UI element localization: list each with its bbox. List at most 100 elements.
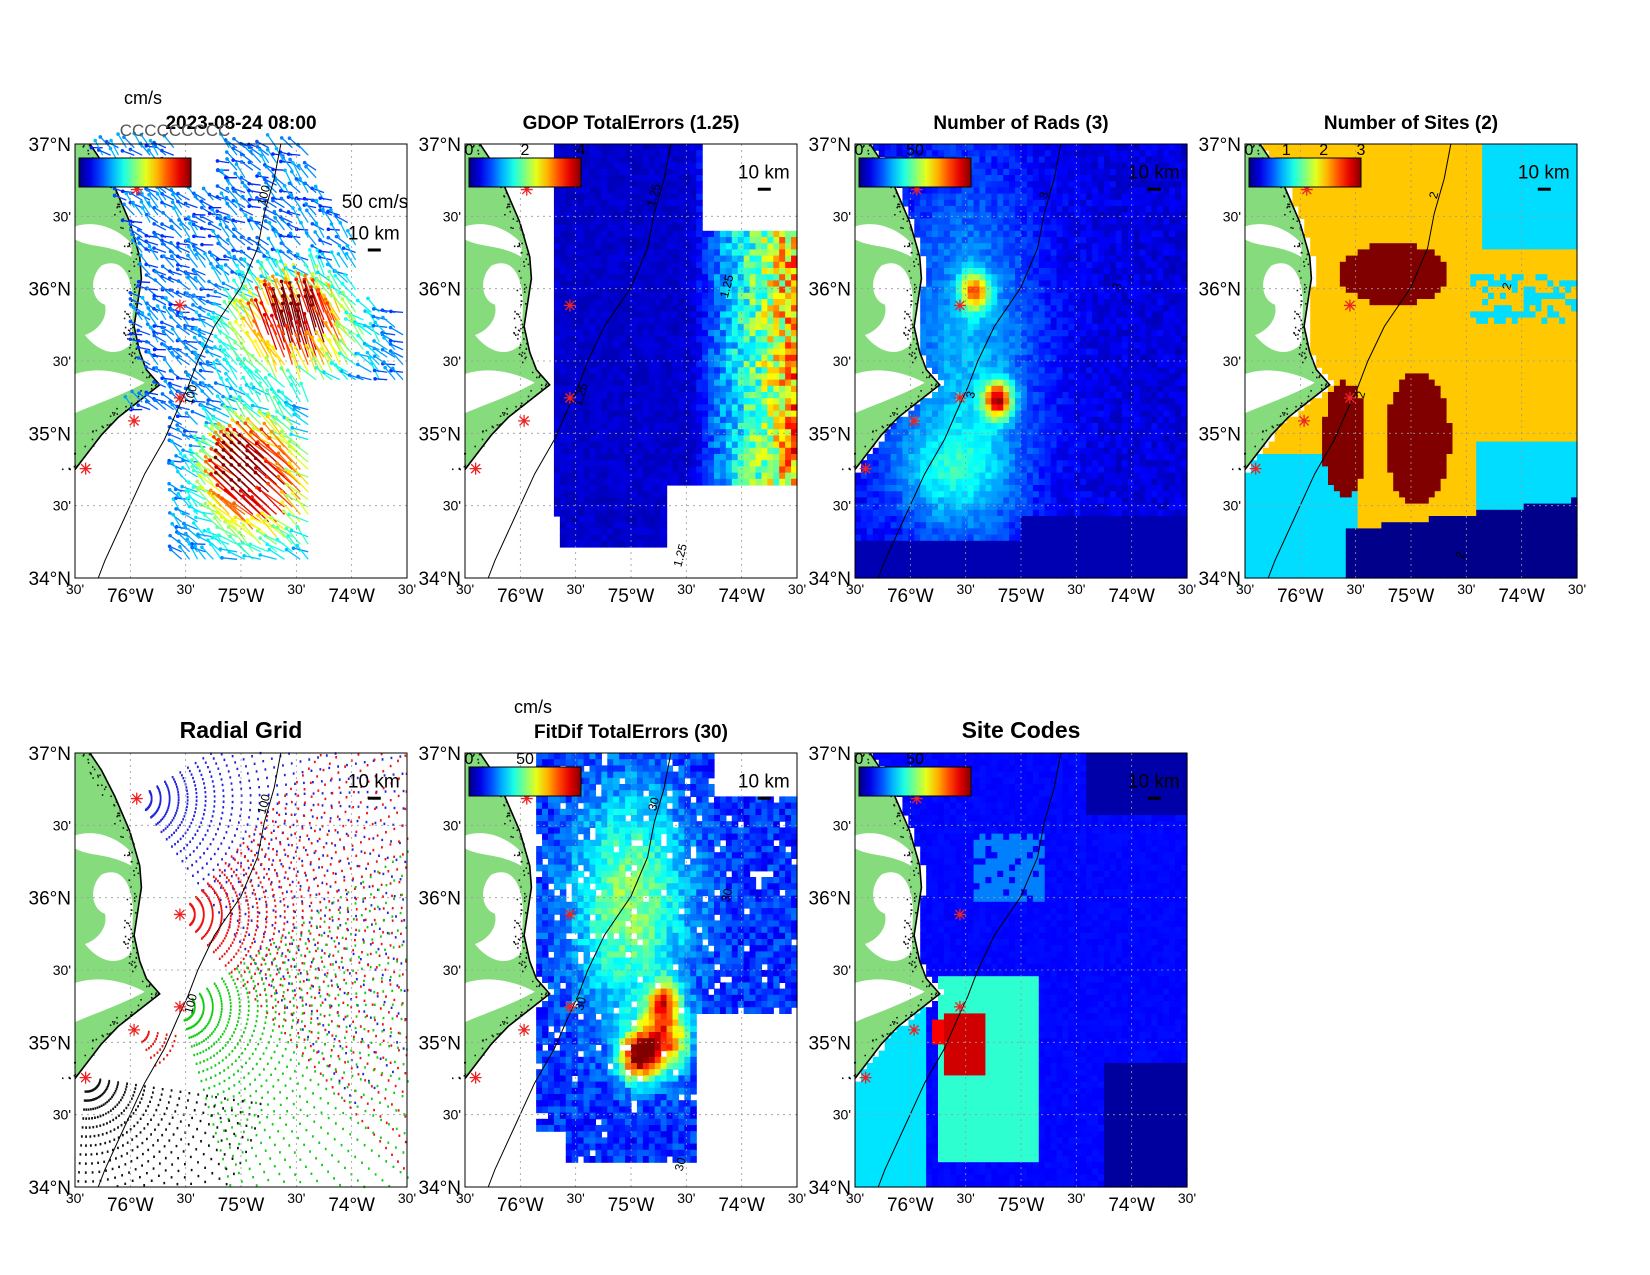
current-vector-head bbox=[365, 343, 369, 347]
field-cell bbox=[619, 447, 626, 455]
current-vector-head bbox=[147, 350, 151, 354]
current-vector bbox=[138, 357, 151, 366]
field-cell bbox=[565, 280, 573, 288]
field-cell bbox=[607, 379, 614, 387]
field-cell bbox=[938, 336, 945, 343]
field-cell bbox=[696, 447, 703, 455]
field-cell bbox=[708, 361, 715, 368]
current-vector-head bbox=[213, 381, 218, 385]
field-cell bbox=[595, 199, 602, 207]
field-cell bbox=[696, 249, 703, 257]
field-cell bbox=[619, 410, 626, 418]
field-cell bbox=[577, 224, 585, 232]
current-vector bbox=[145, 263, 159, 269]
field-cell bbox=[708, 261, 715, 269]
current-vector-head bbox=[262, 177, 267, 182]
field-cell bbox=[731, 392, 739, 399]
current-vector bbox=[296, 322, 309, 358]
field-cell bbox=[690, 199, 697, 207]
current-vector-head bbox=[186, 237, 191, 242]
field-cell bbox=[938, 317, 945, 325]
current-vector-head bbox=[265, 147, 270, 152]
current-vector bbox=[271, 325, 286, 358]
field-cell bbox=[767, 423, 774, 430]
current-vector bbox=[138, 392, 151, 403]
current-vector bbox=[292, 162, 301, 178]
field-cell bbox=[672, 206, 680, 213]
field-cell bbox=[755, 373, 763, 381]
field-cell bbox=[595, 249, 602, 257]
current-vector-head bbox=[160, 234, 164, 238]
field-cell bbox=[577, 410, 585, 418]
field-cell bbox=[589, 392, 597, 399]
field-cell bbox=[607, 466, 614, 474]
current-vector-head bbox=[263, 375, 268, 380]
current-vector-head bbox=[338, 290, 342, 295]
field-cell bbox=[749, 286, 757, 294]
current-vector-head bbox=[93, 138, 98, 143]
field-cell bbox=[595, 292, 602, 300]
field-cell bbox=[749, 292, 757, 300]
current-vector bbox=[264, 280, 278, 313]
field-cell bbox=[613, 367, 620, 374]
current-vector bbox=[270, 516, 293, 530]
current-vector bbox=[240, 490, 270, 515]
field-cell bbox=[708, 392, 715, 399]
current-vector bbox=[320, 197, 333, 201]
field-cell bbox=[737, 404, 745, 412]
field-cell bbox=[565, 144, 573, 151]
current-vector-head bbox=[190, 545, 194, 550]
field-cell bbox=[654, 354, 662, 362]
current-vector-head bbox=[175, 263, 180, 267]
field-cell bbox=[719, 354, 727, 362]
field-cell bbox=[866, 534, 874, 542]
current-vector-head bbox=[237, 463, 241, 467]
current-vector bbox=[216, 359, 230, 373]
field-cell bbox=[636, 199, 644, 207]
field-cell bbox=[779, 435, 786, 443]
current-vector bbox=[326, 353, 341, 373]
current-vector bbox=[193, 245, 206, 254]
current-vector-head bbox=[188, 443, 193, 448]
current-vector-head bbox=[203, 469, 208, 473]
field-cell bbox=[755, 441, 763, 449]
current-vector-head bbox=[276, 474, 281, 479]
current-vector-head bbox=[240, 292, 245, 297]
field-cell bbox=[737, 299, 745, 306]
field-cell bbox=[660, 497, 668, 505]
field-cell bbox=[932, 224, 939, 232]
field-cell bbox=[589, 441, 597, 449]
field-cell bbox=[678, 212, 685, 219]
field-cell bbox=[731, 249, 739, 257]
current-vector-head bbox=[160, 295, 165, 300]
field-cell bbox=[749, 472, 757, 480]
field-cell bbox=[636, 224, 644, 232]
field-cell bbox=[678, 199, 685, 207]
field-cell bbox=[648, 280, 656, 288]
field-cell bbox=[938, 373, 945, 381]
field-cell bbox=[690, 404, 697, 412]
current-vector-head bbox=[303, 320, 308, 325]
current-vector-head bbox=[296, 163, 301, 168]
field-cell bbox=[607, 491, 614, 498]
field-cell bbox=[601, 429, 608, 436]
field-cell bbox=[678, 175, 685, 182]
current-vector-head bbox=[98, 135, 103, 139]
field-cell bbox=[571, 280, 579, 288]
field-cell bbox=[690, 410, 697, 418]
field-cell bbox=[571, 336, 579, 343]
current-vector bbox=[288, 471, 309, 493]
current-vector bbox=[335, 215, 349, 224]
field-cell bbox=[702, 280, 709, 288]
field-cell bbox=[613, 144, 620, 151]
field-cell bbox=[690, 373, 697, 381]
field-cell bbox=[714, 398, 721, 405]
field-cell bbox=[749, 317, 757, 325]
field-cell bbox=[648, 323, 656, 331]
field-cell bbox=[642, 156, 650, 164]
field-cell bbox=[642, 330, 650, 337]
field-cell bbox=[666, 385, 674, 393]
current-vector-head bbox=[243, 365, 248, 370]
current-vector bbox=[217, 242, 230, 254]
field-cell bbox=[878, 144, 886, 151]
